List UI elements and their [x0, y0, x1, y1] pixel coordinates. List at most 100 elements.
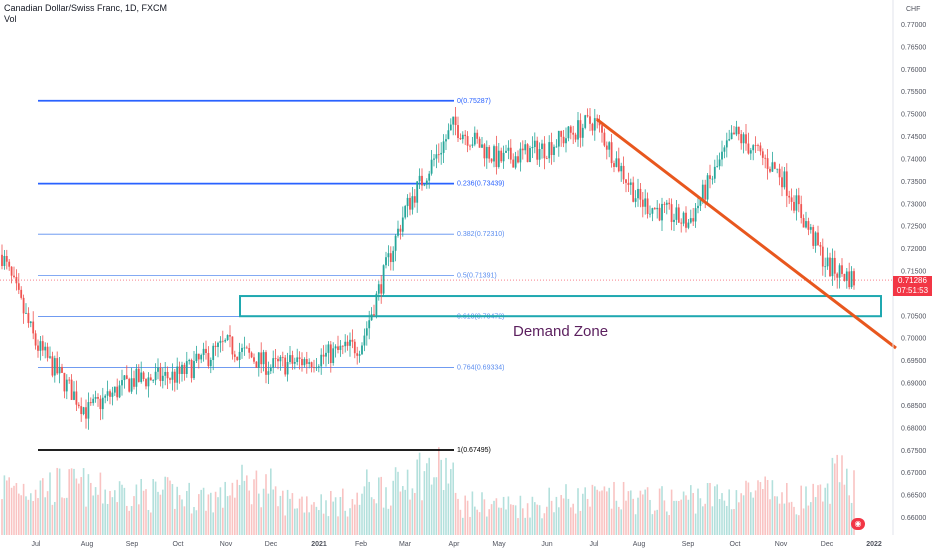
volume-bar	[267, 493, 270, 535]
price-tick-label: 0.68000	[901, 425, 926, 432]
volume-bar	[478, 512, 481, 535]
candle-body	[584, 115, 587, 128]
volume-bar	[598, 491, 601, 535]
candle-body	[291, 355, 294, 364]
candle-body	[440, 152, 443, 155]
volume-bar	[457, 498, 459, 535]
volume-bar	[462, 517, 464, 535]
volume-bar	[66, 497, 68, 535]
candle-body	[848, 271, 851, 288]
candle-body	[70, 379, 73, 400]
volume-bar	[212, 512, 214, 535]
symbol-title: Canadian Dollar/Swiss Franc, 1D, FXCM	[4, 3, 168, 13]
volume-bar	[654, 510, 656, 535]
volume-bar	[706, 483, 709, 535]
volume-bar	[658, 488, 661, 535]
price-tick-label: 0.72500	[901, 224, 926, 231]
volume-bar	[99, 472, 102, 535]
candle-body	[161, 375, 164, 381]
volume-bar	[270, 468, 272, 535]
candle-body	[634, 198, 637, 202]
candle-body	[49, 356, 51, 358]
volume-bar	[774, 496, 776, 535]
candle-body	[382, 265, 385, 294]
candle-body	[754, 145, 757, 146]
volume-bar	[522, 508, 524, 535]
price-tick-label: 0.75000	[901, 112, 926, 119]
candle-body	[22, 297, 25, 314]
volume-bar	[344, 510, 346, 535]
volume-bar	[356, 492, 358, 535]
candle-body	[665, 202, 668, 205]
candle-body	[145, 378, 147, 387]
volume-bar	[562, 498, 565, 535]
chart-header: Canadian Dollar/Swiss Franc, 1D, FXCM Vo…	[4, 3, 167, 25]
candle-body	[781, 177, 783, 188]
candle-body	[214, 345, 217, 347]
volume-bar	[481, 492, 483, 535]
volume-bar	[200, 489, 202, 535]
volume-bar	[70, 468, 73, 535]
fibonacci-retracement: 0(0.75287) 0.236(0.73439) 0.382(0.72310) 0.…	[38, 98, 504, 454]
candle-body	[277, 358, 279, 362]
volume-bar	[488, 509, 490, 535]
candle-body	[409, 197, 411, 210]
volume-bar	[752, 497, 754, 535]
volume-bar	[207, 494, 210, 535]
candle-body	[610, 142, 613, 164]
candle-body	[401, 217, 404, 232]
volume-bar	[102, 503, 104, 535]
candle-body	[416, 181, 419, 203]
candle-body	[737, 126, 740, 135]
candle-body	[826, 257, 829, 267]
volume-bar	[543, 513, 546, 535]
alert-icon[interactable]: ◉	[851, 518, 865, 530]
candle-body	[555, 146, 558, 148]
candle-body	[397, 228, 399, 236]
candle-body	[346, 341, 349, 346]
volume-bar	[829, 503, 831, 535]
time-tick-label: Feb	[355, 541, 367, 548]
volume-bar	[574, 513, 577, 535]
volume-bar	[735, 490, 738, 535]
volume-bar	[51, 504, 54, 535]
candle-body	[200, 355, 203, 360]
volume-bar	[709, 482, 711, 535]
candle-body	[658, 207, 661, 221]
volume-bar	[272, 489, 274, 535]
candle-body	[502, 152, 505, 162]
volume-bar	[382, 507, 385, 535]
candle-body	[833, 257, 836, 274]
candle-body	[142, 372, 145, 379]
volume-bar	[848, 495, 850, 535]
volume-bar	[277, 506, 279, 535]
volume-bar	[474, 506, 476, 535]
candle-body	[221, 340, 224, 342]
volume-bar	[282, 490, 284, 535]
candle-body	[601, 125, 603, 133]
price-tick-label: 0.69500	[901, 358, 926, 365]
time-tick-label: Dec	[821, 541, 834, 548]
volume-bar	[663, 500, 666, 535]
price-tick-label: 0.73000	[901, 201, 926, 208]
volume-bar	[373, 499, 375, 535]
volume-bar	[78, 483, 80, 535]
volume-bar	[210, 492, 212, 535]
candle-body	[692, 218, 695, 222]
candle-body	[368, 320, 371, 329]
volume-bar	[440, 459, 442, 535]
candle-body	[553, 146, 555, 155]
time-tick-label: 2022	[866, 541, 882, 548]
volume-bar	[250, 504, 253, 535]
candle-body	[747, 143, 750, 154]
volume-bar	[193, 506, 195, 535]
candle-body	[730, 132, 733, 140]
candle-body	[101, 397, 104, 410]
volume-bar	[188, 482, 190, 535]
candle-body	[87, 402, 90, 419]
volume-bar	[452, 462, 454, 535]
candle-body	[406, 197, 409, 207]
candle-body	[75, 391, 78, 405]
candle-body	[785, 171, 788, 196]
